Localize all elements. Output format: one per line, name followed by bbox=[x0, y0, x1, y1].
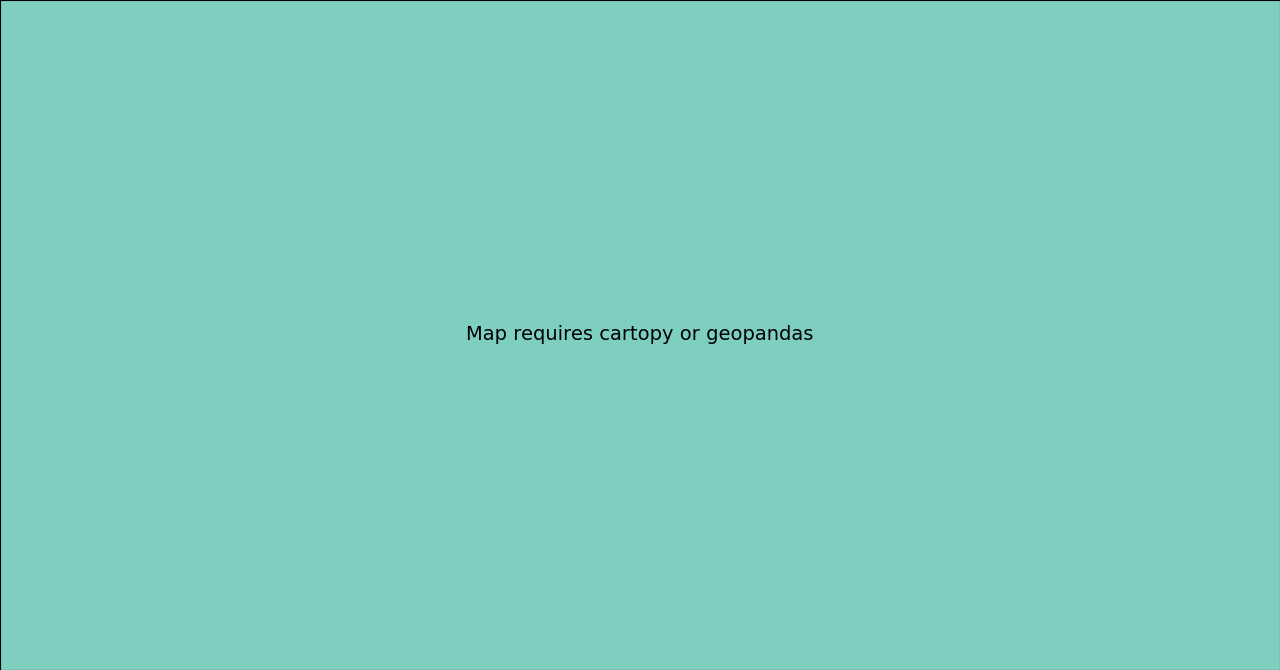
Text: Map requires cartopy or geopandas: Map requires cartopy or geopandas bbox=[466, 326, 814, 344]
